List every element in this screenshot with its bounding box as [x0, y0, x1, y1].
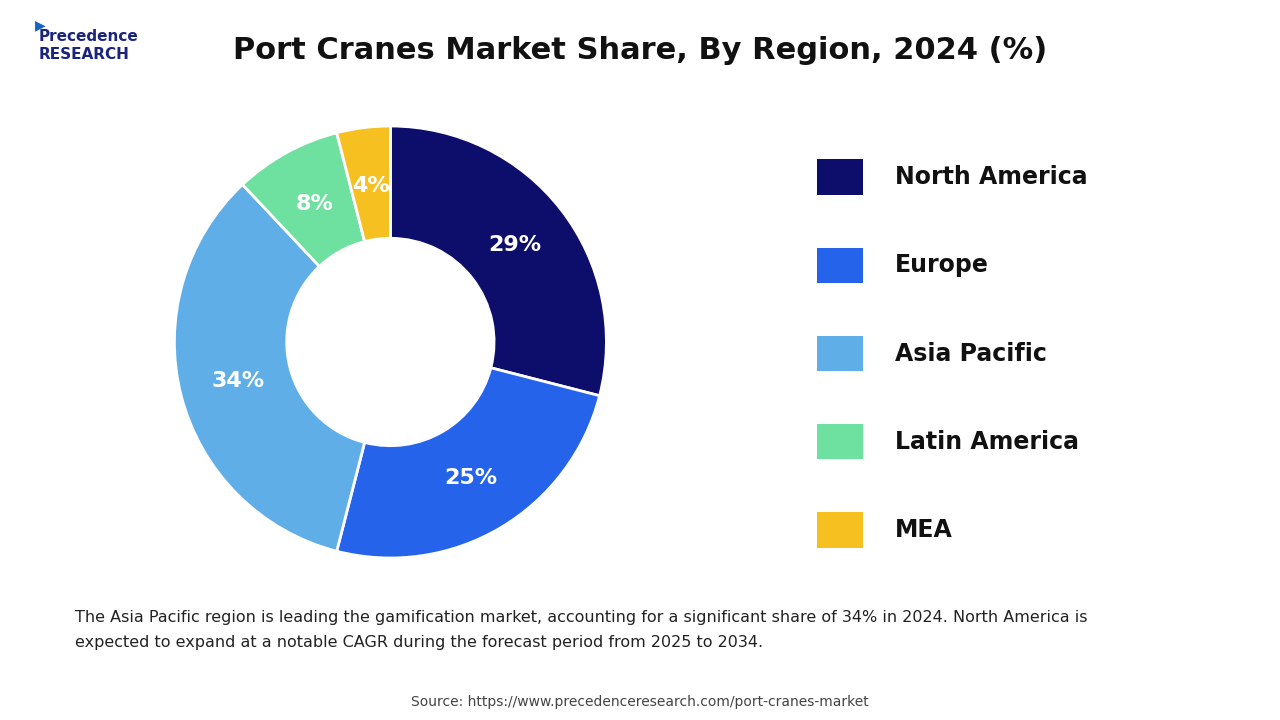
Text: 8%: 8% [296, 194, 333, 214]
FancyBboxPatch shape [817, 248, 863, 283]
Text: ▶: ▶ [35, 18, 45, 32]
FancyBboxPatch shape [817, 160, 863, 195]
FancyBboxPatch shape [817, 336, 863, 372]
Text: Port Cranes Market Share, By Region, 2024 (%): Port Cranes Market Share, By Region, 202… [233, 36, 1047, 65]
Text: 25%: 25% [444, 468, 497, 487]
Text: North America: North America [895, 165, 1088, 189]
Text: Source: https://www.precedenceresearch.com/port-cranes-market: Source: https://www.precedenceresearch.c… [411, 696, 869, 709]
Wedge shape [242, 132, 365, 266]
Text: Europe: Europe [895, 253, 989, 277]
Text: MEA: MEA [895, 518, 952, 542]
Wedge shape [390, 126, 607, 396]
FancyBboxPatch shape [817, 424, 863, 459]
Text: 4%: 4% [352, 176, 389, 196]
Text: 29%: 29% [489, 235, 541, 256]
Text: Asia Pacific: Asia Pacific [895, 341, 1047, 366]
Text: The Asia Pacific region is leading the gamification market, accounting for a sig: The Asia Pacific region is leading the g… [74, 611, 1087, 650]
Text: 34%: 34% [211, 372, 264, 391]
Wedge shape [174, 184, 365, 552]
Wedge shape [337, 368, 599, 558]
Wedge shape [337, 126, 390, 242]
FancyBboxPatch shape [817, 513, 863, 547]
Text: Precedence
RESEARCH: Precedence RESEARCH [38, 29, 138, 63]
Text: Latin America: Latin America [895, 430, 1079, 454]
